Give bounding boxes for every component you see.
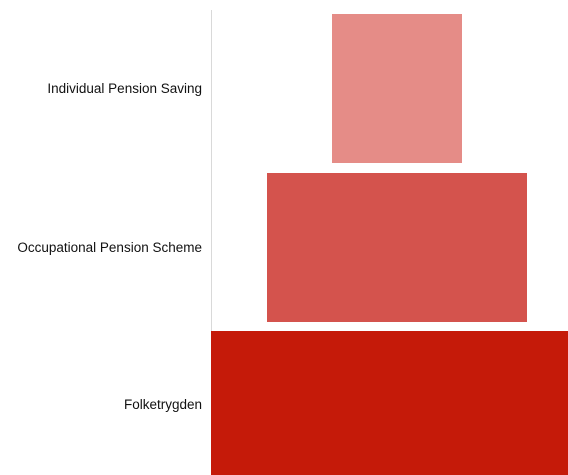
- tier-label-individual-pension-saving: Individual Pension Saving: [47, 81, 202, 96]
- tier-block-occupational-pension-scheme: [267, 173, 527, 322]
- tier-label-occupational-pension-scheme: Occupational Pension Scheme: [17, 240, 202, 255]
- vertical-axis-line: [211, 10, 212, 475]
- tier-block-folketrygden: [211, 331, 568, 475]
- tier-label-folketrygden: Folketrygden: [123, 397, 202, 412]
- tier-block-individual-pension-saving: [332, 14, 462, 163]
